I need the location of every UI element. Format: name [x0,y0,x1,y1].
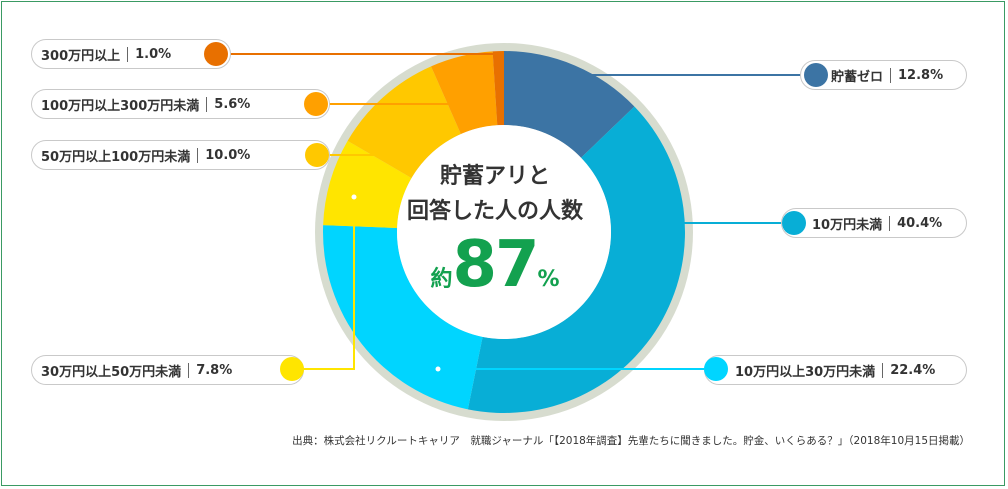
donut-hole [397,125,611,339]
leader-anchor-under-100k [654,220,660,226]
center-title-line2: 回答した人の人数 [406,199,583,224]
leader-anchor-500k-1m [396,152,402,158]
leader-anchor-savings-zero [541,72,547,78]
slice-3m-plus [492,51,504,126]
source-citation: 出典：株式会社リクルートキャリア 就職ジャーナル「【2018年調査】先輩たちに聞… [292,435,970,447]
slice-100k-300k [323,225,483,410]
leader-anchor-100k-300k [435,366,441,372]
center-value: 約87% [0,228,999,302]
center-value-unit: % [537,267,560,292]
slice-savings-zero [504,51,635,158]
legend-label-100k-300k: 10万円以上30万円未満 22.4% [704,355,967,385]
legend-label-3m-plus: 300万円以上 1.0% [31,39,231,69]
leader-anchor-300k-500k [351,194,357,200]
legend-label-500k-1m: 50万円以上100万円未満 10.0% [31,140,330,170]
legend-label-300k-500k: 30万円以上50万円未満 7.8% [31,355,304,385]
legend-label-1m-3m: 100万円以上300万円未満 5.6% [31,89,330,119]
center-value-number: 87 [452,228,539,302]
slice-300k-500k [323,140,412,228]
center-title-line1: 貯蓄アリと [439,164,550,189]
legend-label-under-100k: 10万円未満 40.4% [781,208,967,238]
slice-1m-3m [431,51,498,135]
slice-under-100k [467,106,685,413]
leader-anchor-3m-plus [496,53,502,59]
legend-label-savings-zero: 貯蓄ゼロ 12.8% [800,60,967,90]
slice-500k-1m [347,66,461,179]
leader-anchor-1m-3m [457,101,463,107]
leader-line-300k-500k [292,197,355,370]
center-value-prefix: 約 [430,267,453,292]
